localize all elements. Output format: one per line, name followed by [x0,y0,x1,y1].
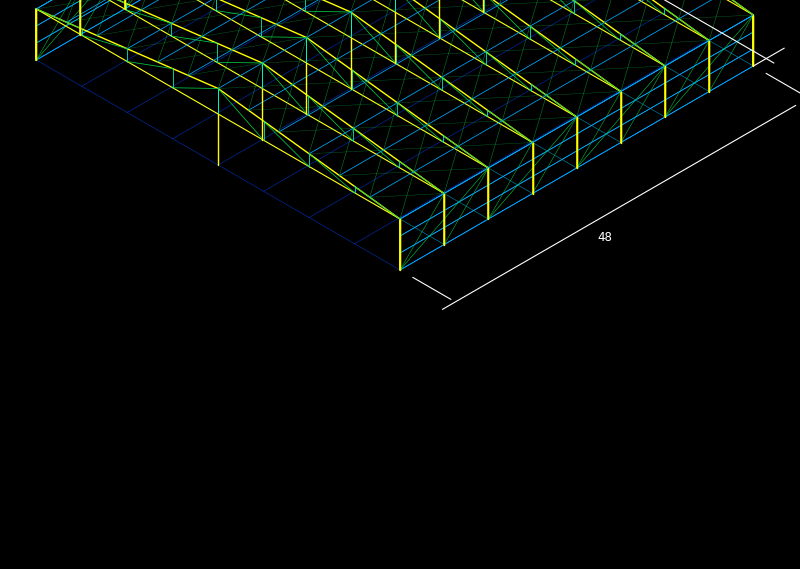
Text: 48: 48 [598,232,613,245]
